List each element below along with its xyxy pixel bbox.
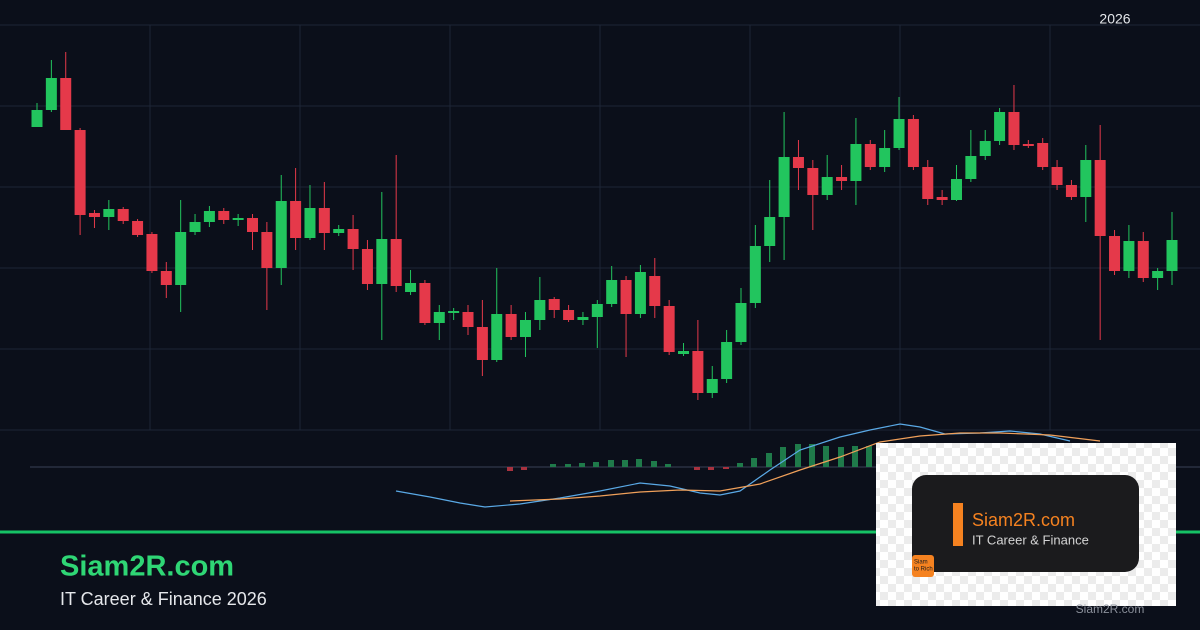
candle-body [1080,160,1092,197]
candle-body [563,310,575,320]
candle-body [117,209,129,221]
logo-badge: to Rich [914,567,933,573]
candle-body [347,229,359,249]
candle-body [922,167,934,199]
candle-body [721,342,733,379]
candle-body [433,312,445,323]
candle-body [663,306,675,352]
candle-body [74,130,86,215]
candle-body [462,312,474,327]
candle-body [333,229,345,233]
candle-body [476,327,488,360]
candle-body [88,213,100,217]
candle-body [879,148,891,167]
candle-body [749,246,761,303]
candle-body [792,157,804,168]
candles [31,52,1178,400]
logo-title: Siam2R.com [972,510,1075,530]
candle-body [893,119,905,148]
candle-body [864,144,876,167]
candle-body [534,300,546,320]
logo: Siam2R.com IT Career & Finance Siam to R… [876,443,1176,606]
candle-body [807,168,819,195]
candle-body [907,119,919,167]
candle-body [1123,241,1135,271]
candle-body [1065,185,1077,197]
candle-body [1037,143,1049,167]
candle-body [304,208,316,238]
candle-body [390,239,402,286]
candle-body [132,221,144,235]
candle-body [491,314,503,360]
candle-body [706,379,718,393]
candle-body [950,179,962,200]
candle-body [1051,167,1063,185]
candle-body [405,283,417,292]
watermark: Siam2R.com [1076,602,1145,616]
candle-body [620,280,632,314]
candle-body [45,78,57,110]
candle-body [591,304,603,317]
candle-body [979,141,991,156]
candle-body [160,271,172,285]
candle-body [247,218,259,232]
candle-body [218,211,230,220]
grid [0,24,1200,431]
logo-badge: Siam [914,560,928,566]
candle-body [778,157,790,217]
candle-body [1109,236,1121,271]
candle-body [1137,241,1149,278]
logo-subtitle: IT Career & Finance [972,532,1089,547]
candle-body [821,177,833,195]
candle-body [232,218,244,220]
candle-body [836,177,848,181]
candle-body [692,351,704,393]
candle-body [994,112,1006,141]
candle-body [519,320,531,337]
candle-body [103,209,115,217]
candle-body [261,232,273,268]
candle-body [606,280,618,304]
candle-body [376,239,388,284]
footer-title: Siam2R.com [60,551,234,583]
candle-body [31,110,43,127]
candle-body [649,276,661,306]
candle-body [1166,240,1178,271]
candle-body [189,222,201,232]
candle-body [203,211,215,222]
candle-body [577,317,589,320]
candle-body [965,156,977,179]
candle-body [60,78,72,130]
candle-body [1008,112,1020,145]
candle-body [678,351,690,354]
candle-body [1152,271,1164,278]
candle-body [448,311,460,313]
candle-body [1094,160,1106,236]
candle-body [275,201,287,268]
candle-body [146,234,158,271]
candle-body [318,208,330,233]
footer-subtitle: IT Career & Finance 2026 [60,589,267,609]
candle-body [361,249,373,284]
candle-body [1022,144,1034,146]
candle-body [419,283,431,323]
candle-body [548,299,560,310]
candle-body [505,314,517,337]
candle-body [936,197,948,200]
candle-body [850,144,862,181]
candle-body [735,303,747,342]
candle-body [634,272,646,314]
candle-body [290,201,302,238]
candle-body [175,232,187,285]
year-label: 2026 [1099,11,1130,27]
candle-body [764,217,776,246]
